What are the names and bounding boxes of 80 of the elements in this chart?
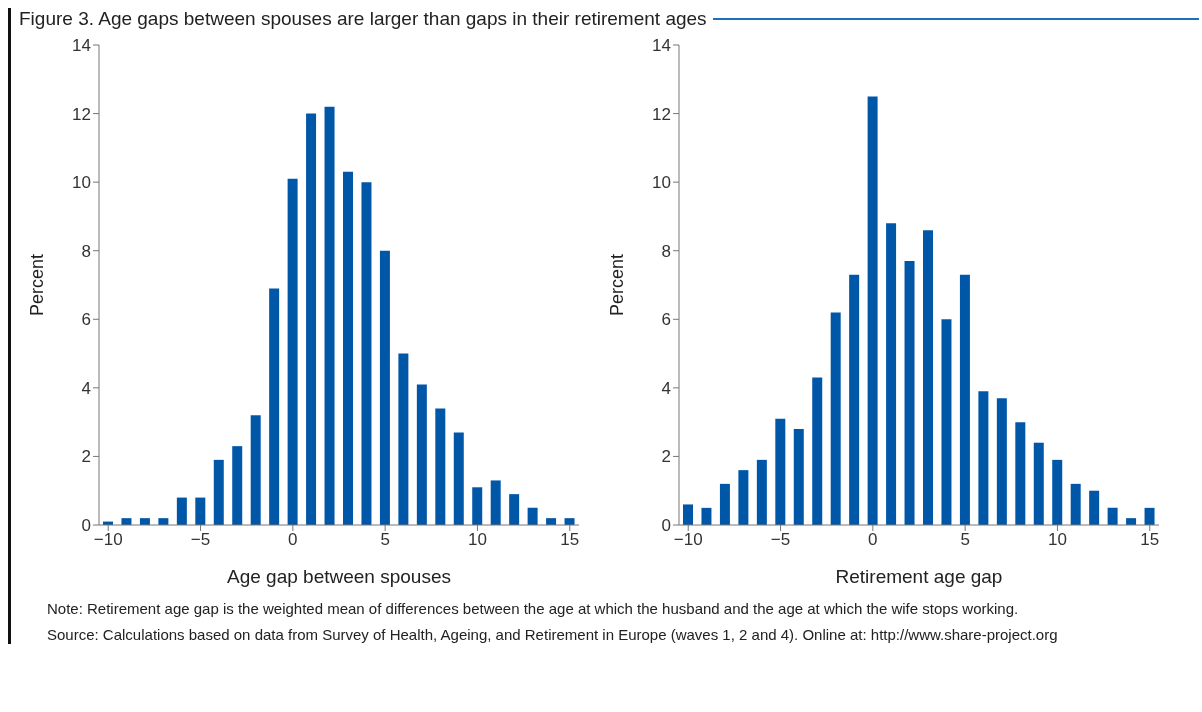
bar — [1089, 490, 1100, 525]
bar — [719, 483, 730, 525]
bar — [343, 171, 353, 525]
bar — [176, 497, 187, 525]
bar — [213, 459, 224, 525]
bar — [472, 487, 483, 525]
bar — [435, 408, 446, 525]
x-tick-label: 5 — [380, 530, 390, 550]
y-tick-label: 0 — [81, 516, 91, 536]
y-tick-label: 4 — [81, 378, 91, 398]
bar — [398, 353, 409, 525]
bar — [978, 391, 989, 525]
x-tick-label: −10 — [673, 530, 703, 550]
y-tick-label: 14 — [72, 36, 91, 56]
y-tick-label: 10 — [652, 173, 671, 193]
y-tick-label: 6 — [81, 310, 91, 330]
x-tick-label: 0 — [868, 530, 878, 550]
x-tick-label: 0 — [288, 530, 298, 550]
bar — [812, 377, 823, 525]
bar — [509, 494, 520, 525]
bar — [849, 274, 860, 525]
bar — [904, 261, 915, 525]
x-tick-label: 15 — [1140, 530, 1160, 550]
bar — [867, 96, 878, 525]
bar — [232, 446, 243, 525]
bar — [701, 507, 712, 525]
bar — [996, 398, 1007, 525]
y-tick-label: 4 — [661, 378, 671, 398]
bar — [775, 418, 786, 525]
bar — [361, 182, 372, 525]
bar — [269, 288, 280, 525]
bar — [923, 230, 933, 525]
bar — [941, 319, 952, 525]
x-axis-title: Retirement age gap — [835, 566, 1003, 587]
bar — [1144, 507, 1155, 525]
bar — [1107, 507, 1118, 525]
bar — [195, 497, 206, 525]
y-tick-label: 12 — [72, 104, 91, 124]
bar — [453, 432, 464, 525]
bar — [1015, 422, 1026, 525]
x-tick-label: −10 — [93, 530, 123, 550]
bar — [738, 470, 749, 525]
x-axis-title: Age gap between spouses — [227, 566, 451, 587]
x-tick-label: −5 — [770, 530, 791, 550]
bar — [416, 384, 427, 525]
bar — [1052, 459, 1063, 525]
bar — [793, 429, 804, 525]
bar — [527, 507, 538, 525]
bar — [324, 106, 335, 525]
y-tick-label: 0 — [661, 516, 671, 536]
y-tick-label: 10 — [72, 173, 91, 193]
bar — [287, 178, 298, 525]
y-tick-label: 2 — [661, 447, 671, 467]
y-tick-label: 2 — [81, 447, 91, 467]
x-tick-label: 10 — [1048, 530, 1067, 550]
y-tick-label: 6 — [661, 310, 671, 330]
y-tick-label: 8 — [661, 241, 671, 261]
y-axis-title: Percent — [27, 253, 48, 317]
x-tick-label: 10 — [468, 530, 487, 550]
y-axis-title: Percent — [607, 253, 628, 317]
bar — [490, 480, 501, 525]
bar — [959, 274, 970, 525]
bar — [756, 459, 767, 525]
bar — [886, 223, 897, 525]
source-note: Source: Calculations based on data from Survey of Health, Ageing, and Retirement in Europe (waves 1, 2 and 4). Online at: http://www.share-project.org — [47, 624, 1059, 644]
bar — [830, 312, 841, 525]
y-tick-label: 8 — [81, 241, 91, 261]
bar — [306, 113, 317, 525]
bar — [250, 415, 261, 525]
y-tick-label: 14 — [652, 36, 671, 56]
x-tick-label: −5 — [190, 530, 211, 550]
chart-title: Figure 3. Age gaps between spouses are larger than gaps in their retirement ages — [19, 8, 708, 30]
x-tick-label: 5 — [960, 530, 970, 550]
bar — [379, 250, 390, 525]
bar — [683, 504, 693, 525]
bar — [1070, 483, 1081, 525]
x-tick-label: 15 — [560, 530, 580, 550]
y-tick-label: 12 — [652, 104, 671, 124]
text: Note: Retirement age gap is the weighted mean of differences between the age at which the husband and the age at which the wife stops working. — [47, 599, 1020, 619]
bar — [1033, 442, 1044, 525]
